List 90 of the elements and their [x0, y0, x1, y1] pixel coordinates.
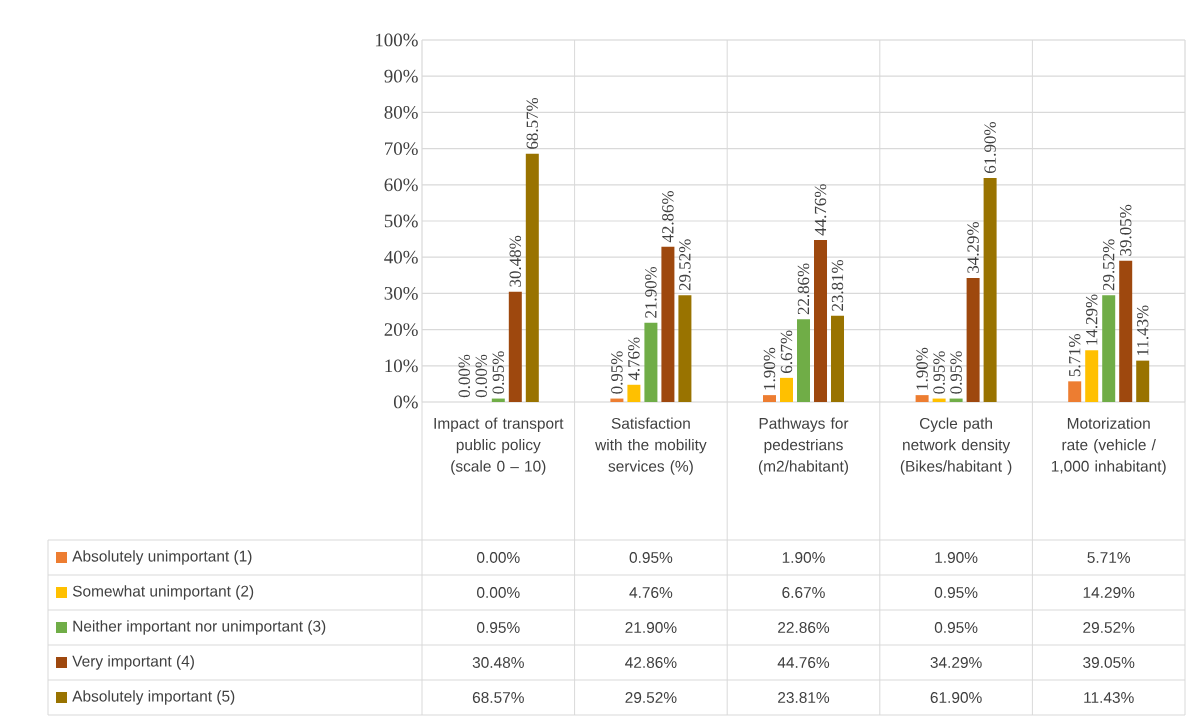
bar — [661, 246, 675, 402]
text: 34.29% — [967, 222, 979, 273]
y-tick-label: 0% — [393, 395, 418, 409]
text: 6.67% — [780, 330, 793, 373]
bar — [797, 319, 811, 402]
bar — [915, 395, 929, 402]
legend-label: Very important (4) — [72, 655, 194, 670]
data-label: 22.86% — [778, 622, 830, 633]
y-tick-label: 20% — [384, 323, 418, 337]
legend-label: Neither important nor unimportant (3) — [73, 620, 326, 635]
bar — [1068, 381, 1082, 402]
y-tick-label: 80% — [384, 105, 418, 119]
data-label: 11.43% — [1084, 692, 1134, 703]
text: 0.95% — [950, 351, 962, 394]
y-tick-label: 90% — [384, 69, 418, 83]
bar — [1136, 360, 1150, 402]
legend-label: Absolutely unimportant (1) — [72, 550, 252, 565]
bar — [983, 177, 997, 402]
data-label: 0.95% — [934, 622, 978, 633]
bar — [1085, 350, 1099, 402]
y-tick-label: 40% — [384, 250, 418, 264]
bar — [644, 322, 658, 402]
text: 0.00% — [458, 354, 471, 398]
x-tick-label: Motorization rate (vehicle / 1,000 inhabitant) — [1051, 417, 1166, 475]
text: 68.57% — [526, 97, 539, 149]
data-label: 1.90% — [782, 552, 825, 563]
data-label: 68.57% — [472, 692, 524, 703]
bar — [508, 291, 522, 402]
legend-label: Somewhat unimportant (2) — [72, 585, 254, 600]
data-label: 4.76% — [629, 587, 673, 598]
text: 11.43% — [1136, 305, 1149, 355]
text: 21.90% — [645, 266, 657, 318]
data-label: 42.86% — [625, 657, 677, 668]
data-label: 5.71% — [1087, 552, 1131, 563]
data-label: 0.95% — [629, 552, 673, 563]
x-tick-label: Impact of transport public policy (scale 0 – 10) — [434, 417, 564, 475]
bar — [1119, 260, 1133, 402]
data-label: 44.76% — [777, 657, 830, 668]
text: 0.95% — [933, 351, 945, 394]
bar — [814, 239, 828, 402]
data-label: 0.00% — [477, 587, 520, 598]
text: 14.29% — [1085, 294, 1098, 345]
bar — [831, 315, 845, 402]
bar — [1102, 295, 1116, 402]
data-label: 34.29% — [930, 657, 982, 668]
y-tick-label: 30% — [384, 286, 418, 300]
data-label: 0.00% — [477, 552, 520, 563]
text: 1.90% — [916, 347, 928, 390]
bar — [678, 295, 692, 402]
text: 0.00% — [475, 354, 488, 398]
bar — [525, 153, 539, 402]
text: 30.48% — [509, 235, 522, 287]
data-label: 1.90% — [935, 552, 978, 563]
text: 0.95% — [611, 351, 623, 394]
x-tick-label: Satisfaction with the mobility services (%) — [595, 417, 707, 475]
bar — [780, 377, 794, 402]
y-tick-label: 100% — [375, 33, 418, 47]
data-label: 21.90% — [625, 622, 677, 633]
text: 22.86% — [797, 263, 810, 315]
data-label: 29.52% — [625, 692, 677, 703]
bar — [763, 395, 777, 402]
text: 4.76% — [628, 337, 640, 381]
data-label: 0.95% — [934, 587, 978, 598]
y-tick-label: 70% — [385, 142, 418, 156]
data-label: 30.48% — [472, 657, 524, 668]
legend-label: Absolutely important (5) — [72, 690, 235, 705]
text: 42.86% — [662, 191, 674, 243]
bar — [627, 384, 641, 402]
data-label: 61.90% — [930, 692, 982, 703]
text: 44.76% — [814, 184, 827, 236]
text: 0.95% — [492, 351, 505, 394]
y-tick-label: 60% — [384, 178, 418, 192]
y-tick-label: 10% — [385, 359, 418, 373]
y-tick-label: 50% — [384, 214, 418, 228]
text: 1.90% — [763, 347, 776, 390]
bar — [966, 277, 980, 402]
x-tick-label: Pathways for pedestrians (m2/habitant) — [758, 417, 849, 475]
text: 29.52% — [1102, 239, 1115, 291]
data-label: 23.81% — [778, 692, 830, 703]
text: 61.90% — [984, 122, 996, 173]
data-label: 14.29% — [1083, 587, 1135, 598]
data-label: 39.05% — [1083, 657, 1135, 668]
text: 39.05% — [1119, 204, 1132, 256]
data-label: 6.67% — [782, 587, 825, 598]
data-label: 29.52% — [1083, 622, 1135, 633]
text: 29.52% — [679, 239, 691, 291]
text: 5.71% — [1068, 333, 1081, 377]
data-label: 0.95% — [477, 622, 520, 633]
x-tick-label: Cycle path network density (Bikes/habitant ) — [900, 417, 1012, 475]
text: 23.81% — [831, 259, 844, 311]
